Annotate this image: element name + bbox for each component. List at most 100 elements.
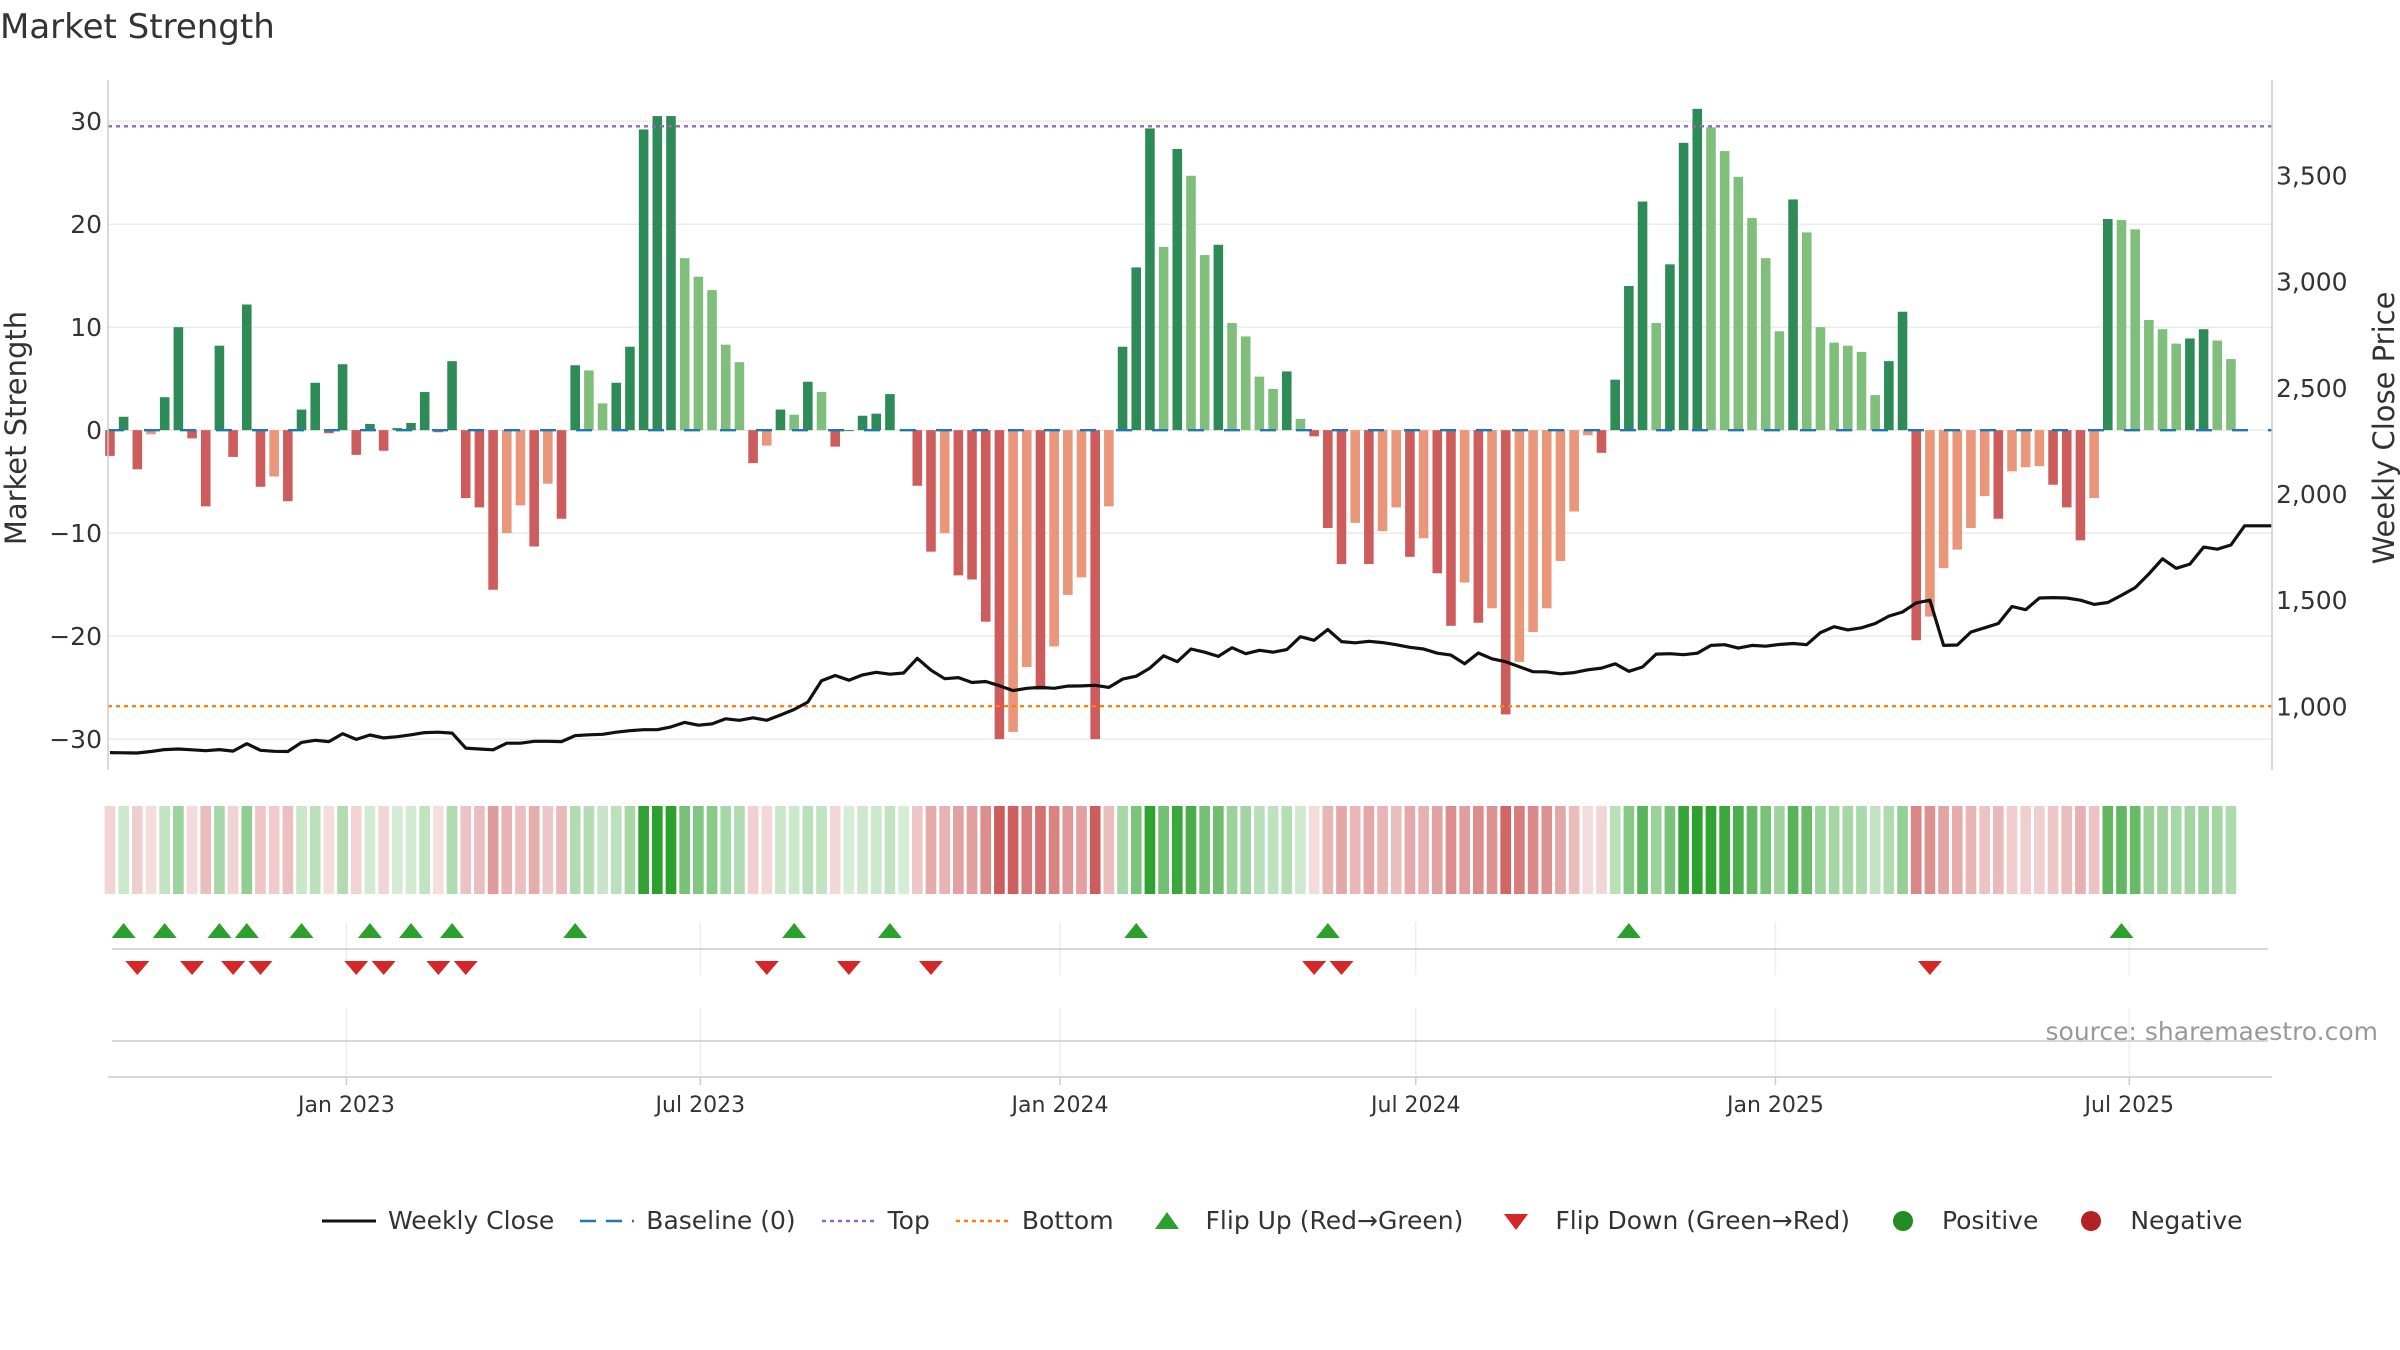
heat-cell xyxy=(1664,806,1676,894)
legend-dotted-line-icon xyxy=(952,1209,1014,1233)
y2-tick-label: 2,000 xyxy=(2276,480,2348,509)
heat-cell xyxy=(1910,806,1922,894)
flip-down-marker xyxy=(125,961,150,975)
heat-cell xyxy=(2129,806,2141,894)
strength-bar xyxy=(1569,430,1579,512)
heat-cell xyxy=(898,806,909,894)
strength-bar xyxy=(761,430,772,446)
strength-bar xyxy=(118,416,129,431)
strength-bar xyxy=(474,430,485,508)
triangle-down-icon xyxy=(1485,1209,1547,1233)
heat-cell xyxy=(1459,806,1470,894)
heat-cell xyxy=(953,806,964,894)
strength-bar xyxy=(720,344,731,431)
heat-cell xyxy=(1158,806,1169,894)
reference-lines xyxy=(108,125,2272,708)
strength-bar xyxy=(980,430,991,622)
strength-bar xyxy=(2212,340,2223,431)
strength-heatmap-strip xyxy=(104,806,2237,894)
heat-cell xyxy=(2047,806,2059,894)
heat-cell xyxy=(720,806,732,894)
heat-cell xyxy=(1377,806,1388,894)
strength-bar xyxy=(132,430,143,470)
strength-bar xyxy=(228,430,238,457)
heat-cell xyxy=(747,806,759,894)
x-tick-label: Jul 2024 xyxy=(1369,1093,1461,1118)
heat-cell xyxy=(788,806,800,894)
strength-bar xyxy=(734,362,745,431)
flip-up-marker xyxy=(2109,923,2134,938)
legend-flip-up: Flip Up (Red→Green) xyxy=(1136,1206,1463,1235)
strength-bar xyxy=(2226,359,2236,431)
heat-cell xyxy=(816,806,827,894)
flip-up-marker xyxy=(1124,923,1149,938)
heat-cell xyxy=(2102,806,2114,894)
heat-cell xyxy=(1623,806,1635,894)
strength-bar xyxy=(200,430,211,507)
heat-cell xyxy=(118,806,129,894)
strength-bar xyxy=(1309,430,1319,437)
chart-title: Market Strength xyxy=(0,7,275,47)
flip-down-marker xyxy=(180,961,205,975)
strength-bars xyxy=(105,108,2236,740)
legend-dotted-line-icon xyxy=(818,1209,880,1233)
y2-tick-label: 3,000 xyxy=(2276,268,2348,297)
heat-cell xyxy=(597,806,608,894)
strength-bar xyxy=(994,430,1005,740)
strength-bar xyxy=(625,346,635,431)
strength-bar xyxy=(803,381,813,431)
circle-icon xyxy=(2060,1209,2122,1233)
heat-cell xyxy=(638,806,649,894)
strength-bar xyxy=(2020,430,2031,468)
flip-markers-panel xyxy=(111,922,2268,1075)
y-tick-label: 30 xyxy=(70,107,102,136)
y-tick-label: −30 xyxy=(49,725,102,754)
strength-bar xyxy=(1843,345,1853,431)
strength-bar xyxy=(1487,430,1497,609)
heat-cell xyxy=(556,806,567,894)
flip-down-marker xyxy=(754,961,779,975)
strength-bar xyxy=(775,409,786,431)
strength-bar xyxy=(2061,430,2072,508)
strength-bar xyxy=(242,304,252,431)
heat-cell xyxy=(1678,806,1689,894)
heat-cell xyxy=(474,806,485,894)
strength-bar xyxy=(1131,267,1142,431)
y2-tick-label: 3,500 xyxy=(2276,162,2348,191)
strength-bar xyxy=(1172,149,1183,431)
heat-cell xyxy=(1035,806,1046,894)
flip-down-marker xyxy=(344,961,369,975)
heat-cell xyxy=(309,806,321,894)
heat-cell xyxy=(1213,806,1224,894)
strength-bar xyxy=(529,430,539,547)
strength-bar xyxy=(1336,430,1347,565)
heat-cell xyxy=(857,806,868,894)
flip-up-marker xyxy=(398,923,423,938)
heat-cell xyxy=(829,806,841,894)
strength-bar xyxy=(1186,175,1196,431)
heat-cell xyxy=(1267,806,1279,894)
heat-cell xyxy=(1637,806,1648,894)
heat-cell xyxy=(939,806,951,894)
heat-cell xyxy=(1390,806,1402,894)
strength-bar xyxy=(1583,430,1593,436)
heat-cell xyxy=(1363,806,1375,894)
triangle-up-icon xyxy=(1136,1209,1198,1233)
strength-bar xyxy=(953,430,964,576)
strength-bar xyxy=(816,392,827,431)
heat-cell xyxy=(1705,806,1717,894)
heat-cell xyxy=(651,806,663,894)
heat-cell xyxy=(1732,806,1744,894)
heat-cell xyxy=(173,806,184,894)
heat-cell xyxy=(1185,806,1197,894)
strength-bar xyxy=(1706,127,1716,431)
strength-bar xyxy=(1610,379,1620,431)
heat-cell xyxy=(1746,806,1758,894)
flip-down-marker xyxy=(248,961,273,975)
heat-cell xyxy=(2061,806,2073,894)
legend-line-icon xyxy=(318,1209,380,1233)
flip-down-marker xyxy=(426,961,451,975)
strength-bar xyxy=(1227,323,1237,431)
flip-up-marker xyxy=(1616,923,1641,938)
